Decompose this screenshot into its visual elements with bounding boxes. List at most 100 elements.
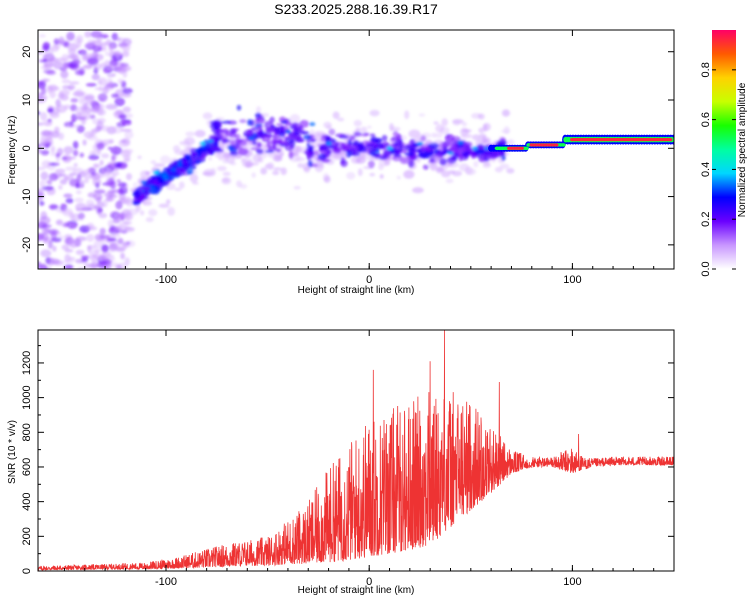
spectrogram-blob	[276, 123, 284, 127]
spectrogram-blob	[83, 172, 91, 181]
spectrogram-blob	[58, 89, 71, 96]
spectrogram-blob	[288, 151, 294, 159]
spectrogram-blob	[121, 92, 132, 98]
spectrogram-blob	[139, 194, 145, 200]
spectrogram-blob	[374, 144, 385, 149]
spectrogram-blob	[403, 144, 415, 152]
spectrogram-blob	[108, 243, 117, 252]
spectrogram-blob	[371, 136, 378, 143]
spectrogram-blob	[222, 171, 231, 177]
spectrogram-blob	[506, 168, 515, 174]
spectrogram-blob	[48, 173, 59, 181]
spectrogram-blob	[220, 139, 231, 143]
spectrogram-blob	[207, 139, 214, 144]
spectrogram-blob	[369, 109, 380, 117]
spectrogram-blob	[79, 179, 89, 184]
spectrogram-blob	[90, 40, 103, 49]
spectrogram-blob	[329, 156, 342, 161]
spectrogram-blob	[357, 168, 363, 177]
spectrogram-blob	[49, 55, 56, 64]
spectrogram-blob	[134, 192, 141, 198]
spectrogram-blob	[479, 133, 487, 139]
spectrogram-blob	[363, 132, 370, 136]
spectrogram-blob	[100, 34, 109, 39]
spectrogram-blob	[438, 141, 450, 149]
spectrogram-blob	[254, 117, 260, 124]
spectrogram-blob	[418, 113, 426, 117]
spectrogram-blob	[61, 79, 71, 84]
spectrogram-blob	[39, 34, 46, 38]
spectrogram-blob	[197, 149, 203, 158]
spectrogram-blob	[340, 156, 346, 165]
spectrogram-blob	[135, 203, 141, 212]
spectrogram-blob	[433, 121, 439, 125]
spectrogram-blob	[87, 192, 97, 198]
spectrogram-blob	[93, 256, 101, 260]
spectrogram-y-tick-label: 10	[21, 94, 33, 106]
spectrogram-blob	[506, 139, 515, 146]
spectrogram-blob	[104, 85, 115, 89]
spectrogram-blob	[324, 148, 332, 156]
spectrogram-blob	[59, 179, 68, 185]
spectrogram-blob	[101, 199, 109, 208]
spectrogram-blob	[42, 236, 48, 244]
spectrogram-blob	[39, 111, 48, 121]
spectrogram-blob	[94, 248, 101, 253]
spectrogram-blob	[95, 196, 102, 204]
spectrogram-blob	[124, 130, 134, 139]
spectrogram-blob	[124, 157, 130, 162]
spectrogram-blob	[284, 129, 291, 134]
spectrogram-blob	[289, 114, 301, 123]
spectrogram-blob	[292, 124, 303, 129]
spectrogram-blob	[108, 177, 115, 187]
spectrogram-blob	[273, 167, 282, 171]
spectrogram-blob	[76, 39, 82, 48]
spectrogram-blob	[332, 111, 340, 119]
spectrogram-blob	[122, 106, 131, 113]
spectrogram-blob	[116, 179, 122, 183]
spectrogram-blob	[108, 81, 113, 85]
spectrogram-blob	[86, 233, 95, 242]
spectrogram-blob	[90, 30, 103, 39]
spectrogram-blob	[153, 163, 166, 168]
spectrogram-blob	[120, 43, 131, 50]
spectrogram-blob	[70, 98, 79, 103]
spectrogram-blob	[83, 262, 92, 268]
spectrogram-blob	[255, 148, 264, 155]
spectrogram-blob	[94, 175, 104, 179]
colorbar-tick-label: 0.4	[700, 162, 712, 177]
spectrogram-blob	[122, 120, 132, 126]
spectrogram-blob	[40, 86, 47, 95]
spectrogram-blob	[403, 170, 415, 179]
spectrogram-blob	[393, 153, 402, 158]
spectrogram-blob	[80, 255, 91, 259]
spectrogram-blob	[43, 62, 55, 67]
snr-x-axis-label: Height of straight line (km)	[298, 585, 415, 596]
spectrogram-blob	[40, 149, 50, 156]
spectrogram-blob	[148, 209, 158, 217]
spectrogram-blob	[441, 118, 448, 127]
spectrogram-blob	[121, 148, 134, 154]
spectrogram-blob	[125, 173, 133, 181]
spectrogram-blob	[395, 145, 401, 151]
spectrogram-blob	[132, 200, 141, 206]
spectrogram-blob	[38, 233, 43, 242]
spectrogram-blob	[227, 145, 233, 150]
spectrogram-x-tick-label: 0	[366, 274, 372, 286]
spectrogram-blob	[93, 205, 98, 210]
spectrogram-blob	[62, 61, 69, 71]
spectrogram-blob	[92, 177, 102, 187]
spectrogram-blob	[123, 240, 136, 248]
spectrogram-blob	[422, 164, 429, 170]
spectrogram-blob	[121, 51, 130, 58]
spectrogram-blob	[59, 94, 69, 101]
spectrogram-blob	[107, 146, 113, 151]
spectrogram-blob	[76, 124, 85, 134]
spectrogram-blob	[261, 113, 270, 118]
spectrogram-blob	[111, 154, 118, 161]
colorbar-tick-label: 0.0	[700, 261, 712, 276]
spectrogram-blob	[199, 141, 206, 146]
